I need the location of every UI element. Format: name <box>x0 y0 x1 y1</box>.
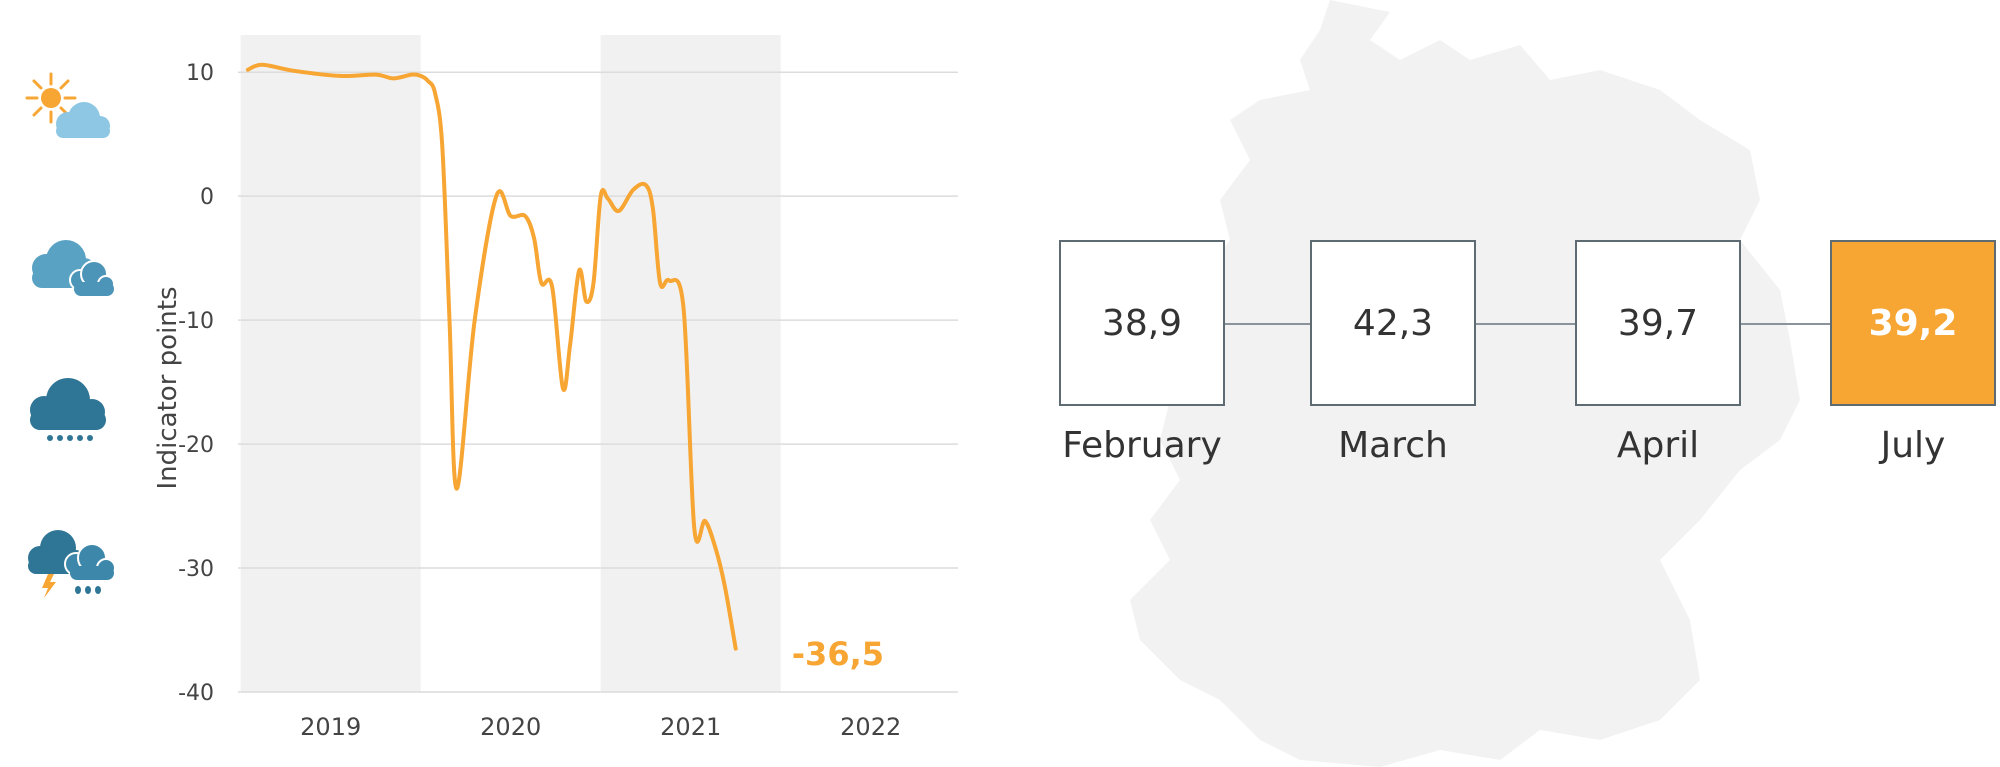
connector-line <box>1476 323 1575 325</box>
month-value-box-july: 39,2 <box>1830 240 1996 406</box>
month-label-april: April <box>1616 425 1700 466</box>
year-shading-2019 <box>240 35 421 692</box>
month-value: 39,7 <box>1617 302 1699 344</box>
rain-cloud-icon <box>30 378 106 441</box>
y-tick-label: 10 <box>186 61 214 86</box>
cloudy-icon <box>32 240 115 296</box>
x-tick-label: 2022 <box>840 713 901 741</box>
month-value: 42,3 <box>1352 302 1434 344</box>
y-tick-label: -40 <box>178 681 214 706</box>
month-value: 38,9 <box>1101 302 1183 344</box>
connector-line <box>1225 323 1310 325</box>
month-label-february: February <box>1062 425 1222 466</box>
month-label-july: July <box>1880 425 1946 466</box>
y-tick-label: -30 <box>178 557 214 582</box>
month-value-box-february: 38,9 <box>1059 240 1225 406</box>
line-chart: 10 0 -10 -20 -30 -40 2019 2020 2021 2022 -36,5 I… <box>153 35 958 741</box>
last-value-label: -36,5 <box>792 635 884 673</box>
month-value: 39,2 <box>1868 302 1958 344</box>
series-line <box>245 62 738 651</box>
x-tick-label: 2020 <box>480 713 541 741</box>
year-shading-2021 <box>600 35 781 692</box>
thunderstorm-icon <box>28 530 116 598</box>
sun-cloud-icon <box>25 72 110 138</box>
y-tick-label: 0 <box>200 185 214 210</box>
y-tick-label: -10 <box>178 309 214 334</box>
month-value-box-april: 39,7 <box>1575 240 1741 406</box>
x-tick-label: 2021 <box>660 713 721 741</box>
y-axis-label: Indicator points <box>153 286 183 489</box>
connector-line <box>1741 323 1830 325</box>
y-tick-label: -20 <box>178 433 214 458</box>
month-value-box-march: 42,3 <box>1310 240 1476 406</box>
x-tick-label: 2019 <box>300 713 361 741</box>
month-label-march: March <box>1338 425 1448 466</box>
